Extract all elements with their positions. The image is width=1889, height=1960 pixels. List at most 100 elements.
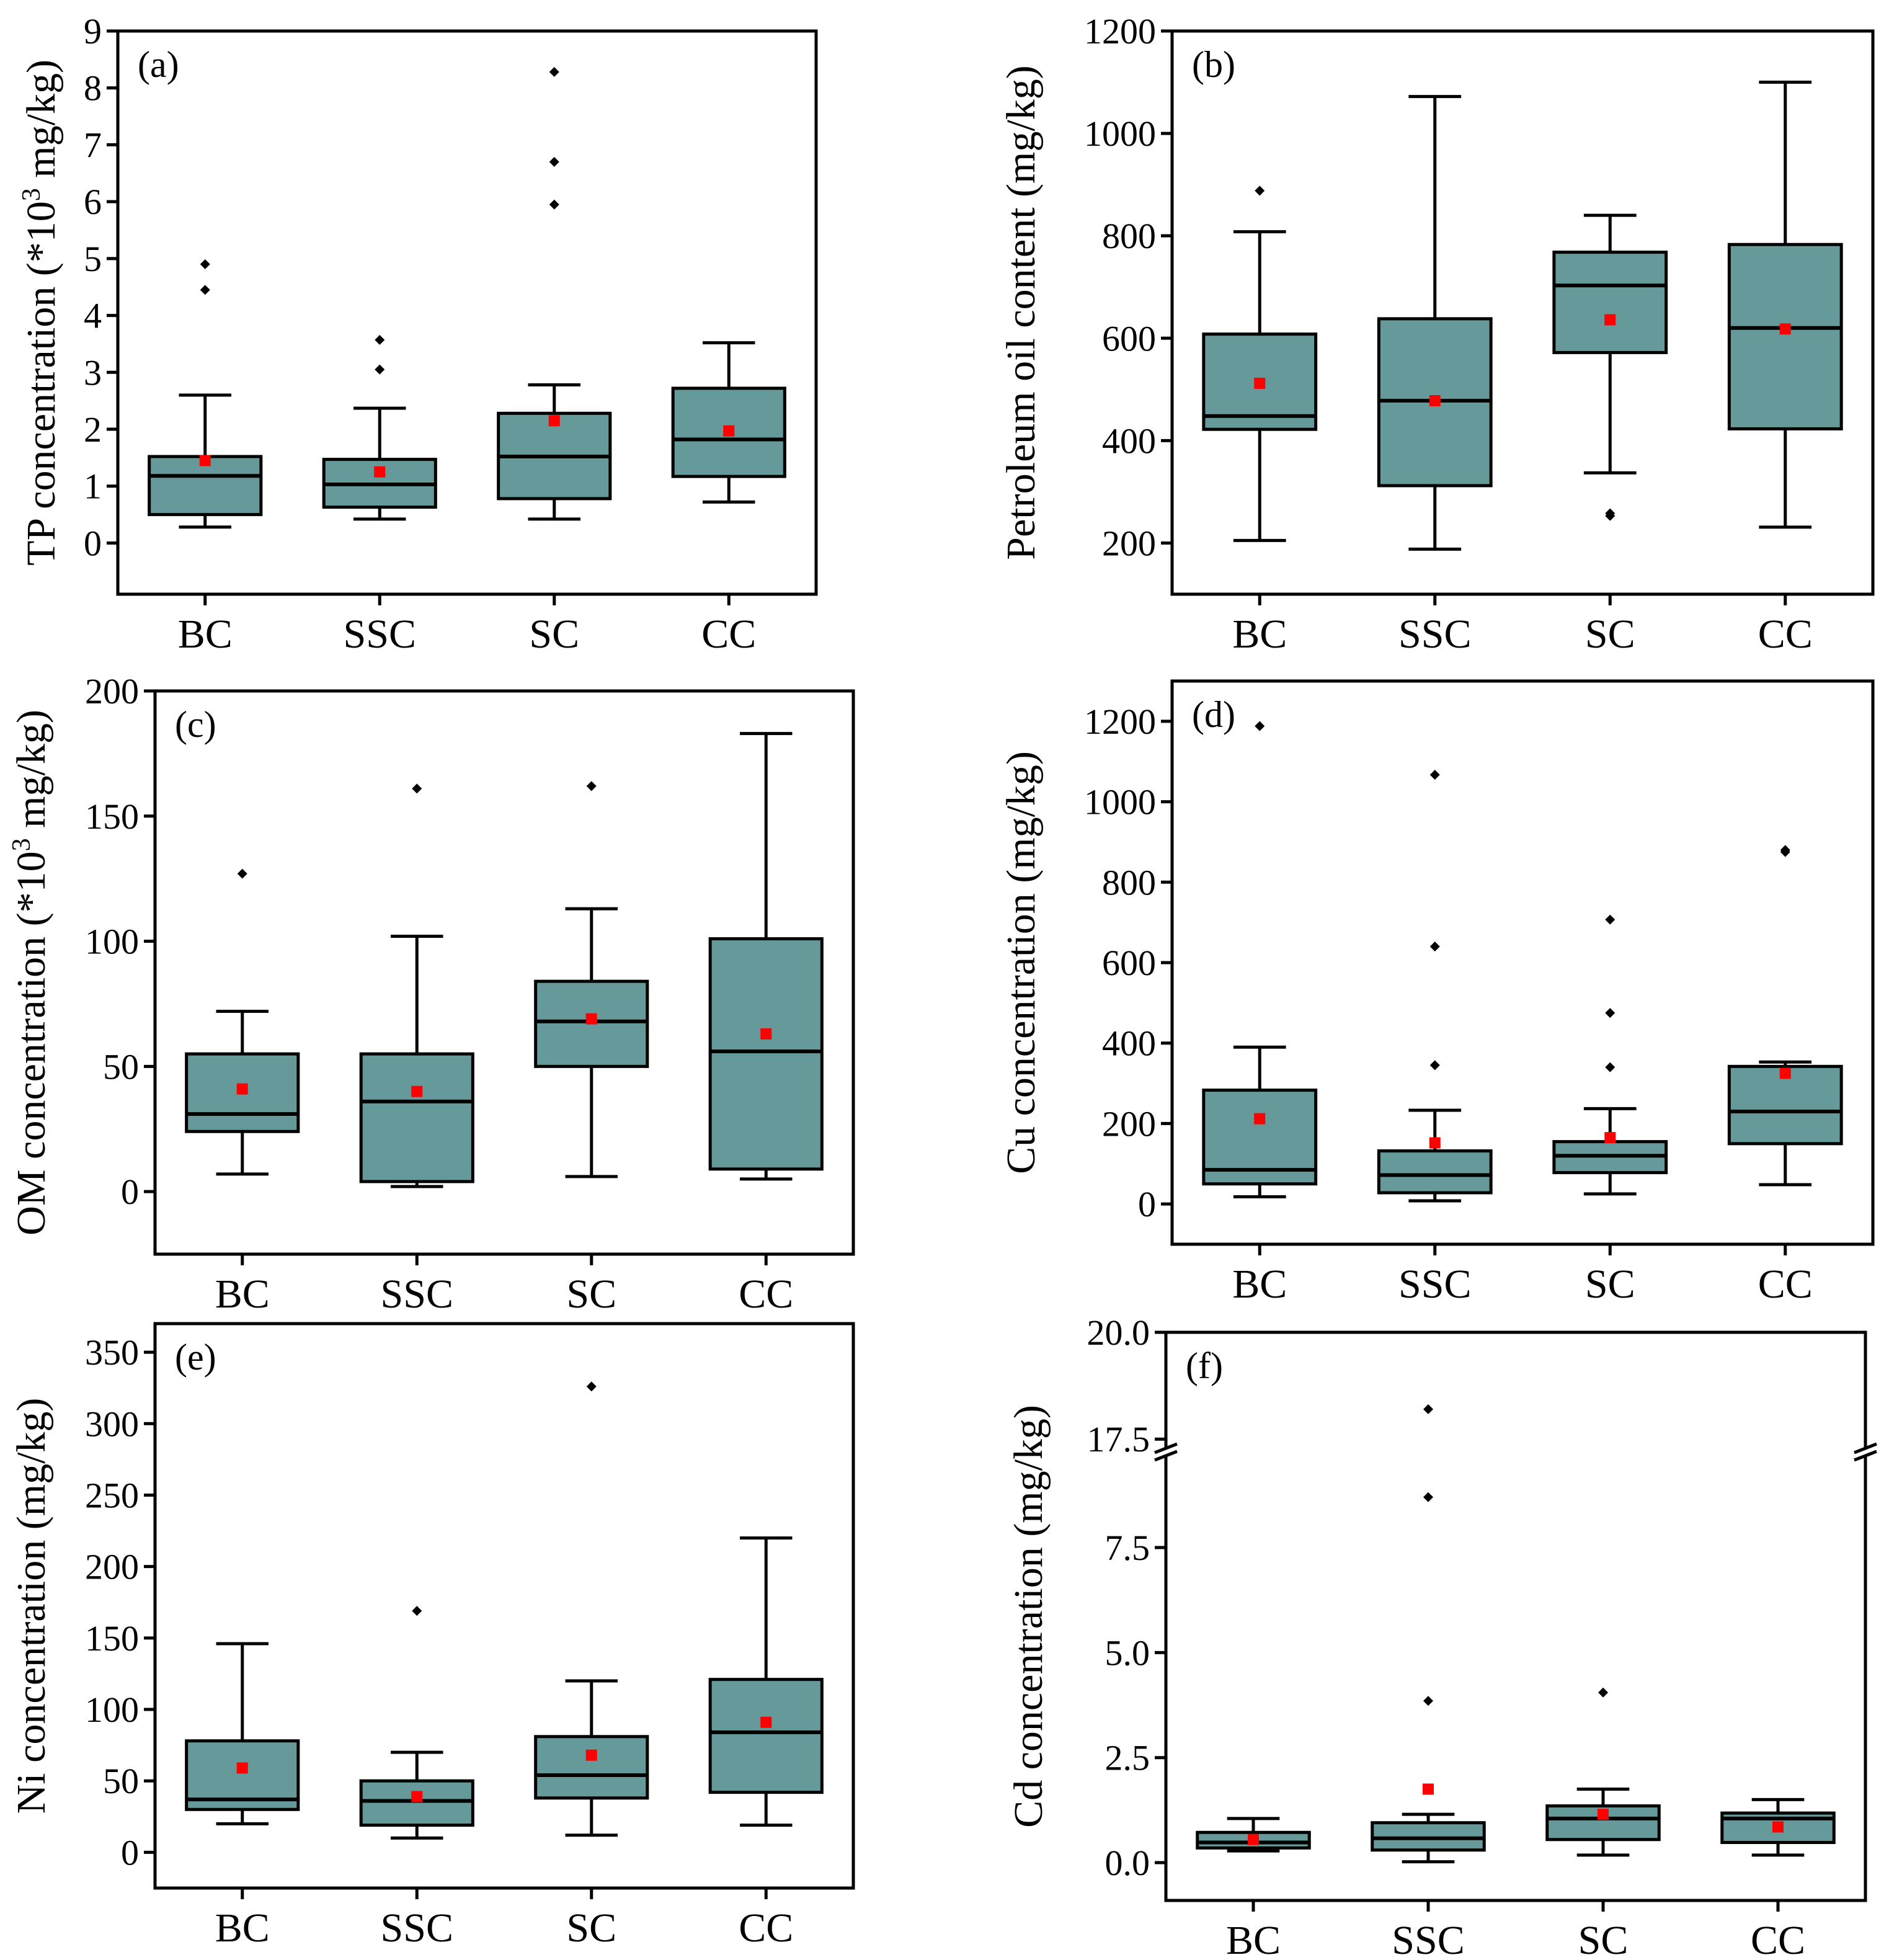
outlier-point [1255, 721, 1265, 731]
category-label: SSC [1398, 612, 1471, 657]
y-tick-label: 20.0 [1087, 1312, 1150, 1353]
panel-c: 0 50 100 150 200 BC SSC SC CC OM concentration (*… [7, 671, 855, 1317]
box-SSC [1371, 1404, 1486, 1864]
box-SSC [359, 1606, 474, 1840]
y-tick-label: 1000 [1084, 782, 1156, 822]
y-tick-label: 2.5 [1105, 1738, 1150, 1778]
box-BC [185, 1642, 300, 1825]
mean-marker [1254, 377, 1266, 389]
category-label: BC [1232, 612, 1287, 657]
axis-break-mark [1854, 1450, 1877, 1462]
category-label: SSC [1392, 1918, 1464, 1960]
category-label: SC [566, 1272, 616, 1317]
plot-frame [1164, 1330, 1867, 1902]
y-tick-label: 600 [1102, 318, 1156, 359]
iqr-box [1727, 243, 1843, 430]
panel-label: (f) [1186, 1345, 1223, 1386]
y-tick-label: 400 [1102, 1023, 1156, 1064]
outlier-point [1429, 942, 1440, 952]
mean-marker [199, 455, 211, 466]
y-tick-label: 1200 [1084, 11, 1156, 51]
y-tick-label: 100 [85, 922, 139, 962]
outlier-point [200, 285, 210, 295]
box-SSC [1377, 770, 1493, 1203]
y-axis-title: Cd concentration (mg/kg) [1006, 1405, 1051, 1828]
box-CC [1720, 1797, 1836, 1857]
mean-marker [1598, 1809, 1609, 1820]
y-axis-title: Cu concentration (mg/kg) [998, 751, 1044, 1174]
category-label: BC [215, 1272, 270, 1317]
box-SC [534, 781, 649, 1178]
y-tick-label: 200 [85, 671, 139, 711]
box-BC [1196, 1817, 1311, 1853]
y-axis-title-main: TP concentration (*10 [19, 201, 64, 566]
iqr-box [671, 386, 786, 478]
outlier-point [412, 1606, 422, 1616]
panel-d: 0 200 400 600 800 1000 1200 BC SSC SC CC Cu concent… [998, 679, 1875, 1307]
box-CC [708, 732, 824, 1181]
box-BC [1202, 721, 1318, 1198]
box-CC [708, 1536, 824, 1827]
outlier-point [1423, 1696, 1433, 1706]
y-tick-label: 8 [84, 68, 102, 109]
y-tick-label: 4 [84, 296, 102, 336]
iqr-box [708, 937, 824, 1171]
mean-marker [760, 1716, 772, 1728]
panel-label: (b) [1192, 44, 1235, 85]
outlier-point [586, 1381, 597, 1392]
outlier-point [375, 364, 385, 375]
y-tick-label: 0 [84, 523, 102, 563]
outlier-point [549, 199, 559, 210]
mean-marker [236, 1083, 248, 1095]
box-CC [1727, 81, 1843, 529]
panel-b: 200 400 600 800 1000 1200 BC SSC SC CC Petroleum o… [998, 11, 1875, 657]
category-label: SC [1585, 612, 1635, 657]
y-tick-label: 200 [1102, 1103, 1156, 1144]
panel-label: (e) [175, 1337, 216, 1378]
iqr-box [534, 979, 649, 1068]
mean-marker [411, 1085, 423, 1097]
category-label: CC [1751, 1918, 1805, 1960]
panel-label: (d) [1192, 694, 1235, 735]
box-SSC [359, 783, 474, 1188]
y-tick-label: 250 [85, 1475, 139, 1515]
y-tick-label: 400 [1102, 421, 1156, 461]
outlier-point [1255, 185, 1265, 196]
y-tick-label: 3 [84, 352, 102, 393]
y-tick-label: 5.0 [1105, 1633, 1150, 1673]
mean-marker [1248, 1833, 1259, 1845]
box-SSC [1377, 95, 1493, 551]
iqr-box [708, 1678, 824, 1794]
y-axis-title: Petroleum oil content (mg/kg) [998, 65, 1044, 559]
box-BC [148, 259, 263, 529]
y-axis-title-main: Petroleum oil content (mg/kg) [998, 65, 1044, 559]
y-axis-title: OM concentration (*103 mg/kg) [7, 710, 54, 1236]
outlier-point [1780, 845, 1790, 855]
mean-marker [760, 1028, 772, 1040]
outlier-point [412, 783, 422, 794]
outlier-point [200, 259, 210, 270]
mean-marker [1429, 1137, 1441, 1149]
y-tick-label: 0 [1138, 1184, 1156, 1224]
outlier-point [1598, 1687, 1608, 1698]
outlier-point [549, 67, 559, 78]
y-axis-title-main: Ni concentration (mg/kg) [9, 1398, 54, 1814]
mean-marker [1779, 1067, 1791, 1079]
y-axis-title: TP concentration (*103 mg/kg) [17, 60, 64, 566]
box-SC [1552, 914, 1668, 1196]
y-axis-title-main: OM concentration (*10 [9, 851, 54, 1236]
y-axis-title-unit: mg/kg) [9, 710, 54, 838]
box-SSC [322, 335, 437, 521]
plot-frame [153, 1322, 855, 1890]
y-tick-label: 1 [84, 466, 102, 507]
box-BC [1202, 185, 1318, 542]
category-label: CC [1758, 612, 1813, 657]
category-label: BC [215, 1905, 270, 1951]
outlier-point [1429, 1060, 1440, 1071]
outlier-point [1423, 1404, 1433, 1414]
category-label: CC [1758, 1262, 1813, 1307]
outlier-point [1605, 1062, 1616, 1072]
panel-label: (a) [138, 44, 179, 85]
y-tick-label: 6 [84, 182, 102, 222]
plot-frame [116, 29, 818, 596]
